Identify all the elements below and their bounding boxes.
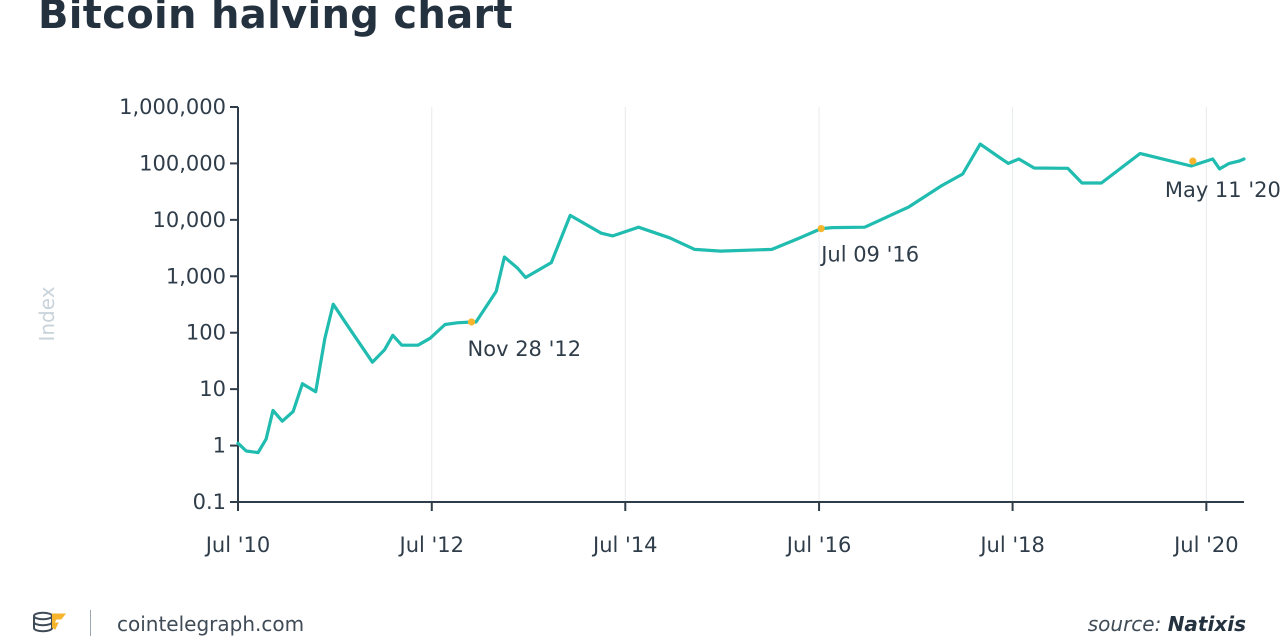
x-tick-label: Jul '20 bbox=[1172, 533, 1239, 557]
halving-marker bbox=[818, 225, 825, 232]
y-tick-label: 100 bbox=[186, 321, 226, 345]
source-prefix: source: bbox=[1088, 612, 1162, 636]
y-tick-label: 100,000 bbox=[139, 151, 226, 175]
line-chart: 0.1 1 10 100 1,000 10,000 100,000 1,000,000 Jul … bbox=[0, 0, 1280, 600]
halving-label: Jul 09 '16 bbox=[819, 243, 919, 267]
source-name: Natixis bbox=[1168, 612, 1246, 636]
y-tick-label: 0.1 bbox=[193, 490, 226, 514]
halving-label: May 11 '20 bbox=[1165, 178, 1280, 202]
grid bbox=[432, 107, 1207, 502]
y-tick-label: 10 bbox=[199, 377, 226, 401]
halving-marker bbox=[1189, 157, 1196, 164]
annotations: Nov 28 '12 Jul 09 '16 May 11 '20 bbox=[468, 157, 1280, 360]
halving-label: Nov 28 '12 bbox=[468, 337, 582, 361]
series-line bbox=[238, 144, 1244, 453]
x-tick-label: Jul '12 bbox=[398, 533, 465, 557]
footer-divider bbox=[90, 610, 91, 636]
x-tick-label: Jul '18 bbox=[978, 533, 1045, 557]
y-tick-label: 1 bbox=[213, 434, 226, 458]
source-credit: source: Natixis bbox=[1088, 612, 1246, 636]
x-tick-label: Jul '16 bbox=[785, 533, 852, 557]
halving-marker bbox=[468, 318, 475, 325]
y-tick-label: 10,000 bbox=[153, 208, 226, 232]
series bbox=[238, 144, 1244, 453]
site-name: cointelegraph.com bbox=[117, 612, 304, 636]
footer: cointelegraph.com source: Natixis bbox=[0, 604, 1280, 640]
x-tick-label: Jul '14 bbox=[591, 533, 658, 557]
cointelegraph-logo-icon bbox=[32, 608, 68, 638]
y-tick-label: 1,000 bbox=[166, 264, 226, 288]
y-axis-title: Index bbox=[35, 286, 59, 341]
y-tick-label: 1,000,000 bbox=[119, 95, 226, 119]
x-tick-label: Jul '10 bbox=[204, 533, 271, 557]
axes: 0.1 1 10 100 1,000 10,000 100,000 1,000,000 Jul … bbox=[35, 95, 1244, 557]
